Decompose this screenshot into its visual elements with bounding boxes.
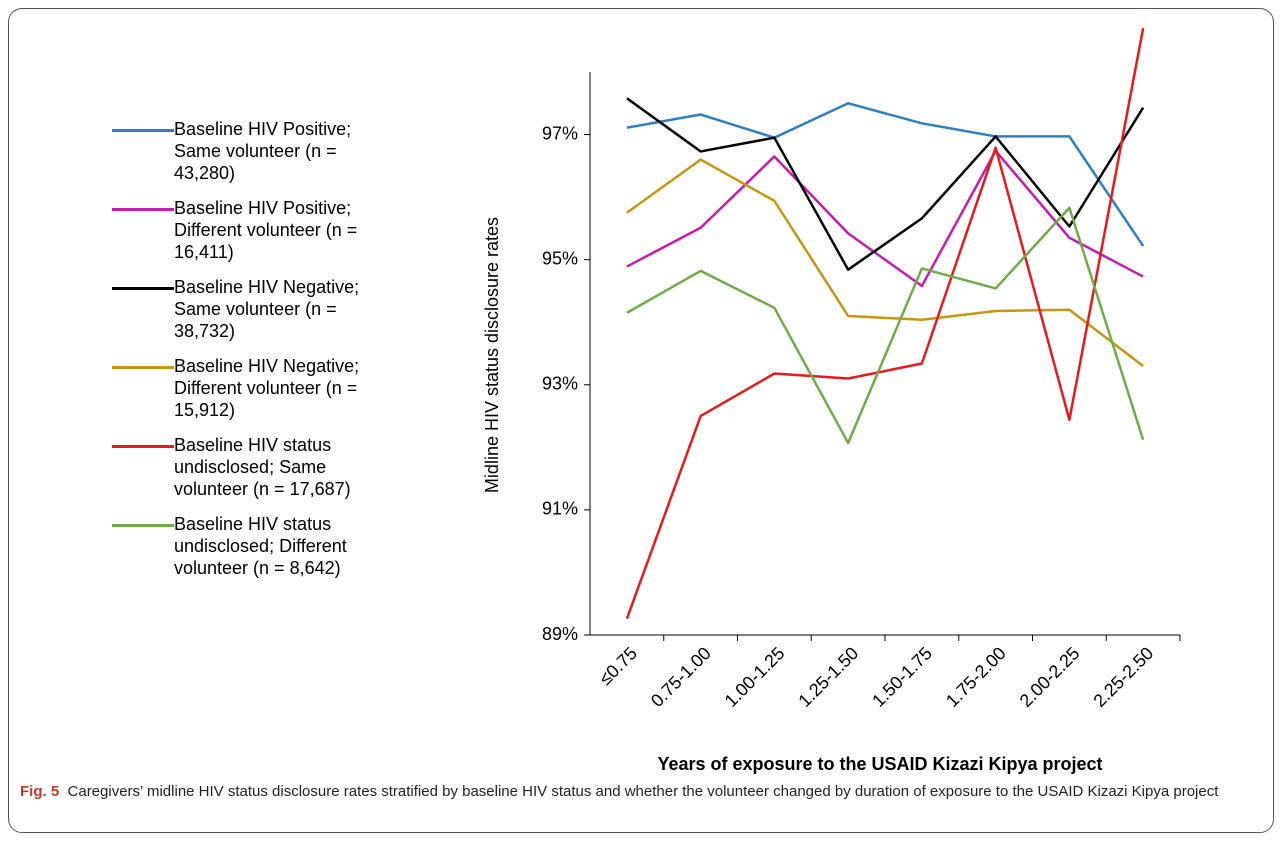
series-line: [626, 149, 1144, 288]
legend-swatch: [112, 208, 174, 211]
series-line: [626, 102, 1145, 247]
legend-label: Baseline HIV Negative; Different volunte…: [174, 356, 360, 420]
x-tick-label: 2.25-2.50: [1089, 643, 1157, 711]
x-tick-label: 1.50-1.75: [868, 643, 936, 711]
x-tick-label: ≤0.75: [595, 643, 641, 689]
legend-swatch: [112, 524, 174, 527]
caption-label: Fig. 5: [20, 783, 60, 800]
legend-label: Baseline HIV Positive; Same volunteer (n…: [174, 119, 352, 183]
y-tick-label: 89%: [542, 624, 578, 644]
legend-label: Baseline HIV status undisclosed; Same vo…: [174, 435, 351, 499]
caption-text: Caregivers’ midline HIV status disclosur…: [67, 783, 1219, 800]
x-tick-label: 1.75-2.00: [942, 643, 1010, 711]
frame: [8, 8, 1274, 833]
x-tick-label: 2.00-2.25: [1016, 643, 1084, 711]
series-line: [626, 97, 1145, 271]
legend-entry: Baseline HIV Positive; Same volunteer (n…: [112, 118, 412, 184]
legend-swatch: [112, 366, 174, 369]
x-axis-label: Years of exposure to the USAID Kizazi Ki…: [657, 754, 1102, 774]
y-tick-label: 97%: [542, 123, 578, 143]
legend: Baseline HIV Positive; Same volunteer (n…: [112, 118, 412, 579]
x-tick-label: 1.00-1.25: [721, 643, 789, 711]
legend-swatch: [112, 129, 174, 132]
legend-label: Baseline HIV status undisclosed; Differe…: [174, 514, 347, 578]
series-line: [625, 27, 1145, 620]
legend-swatch: [112, 287, 174, 290]
y-tick-label: 95%: [542, 248, 578, 268]
x-tick-label: 1.25-1.50: [794, 643, 862, 711]
caption: Fig. 5 Caregivers’ midline HIV status di…: [20, 781, 1260, 803]
legend-entry: Baseline HIV Positive; Different volunte…: [112, 197, 412, 263]
legend-entry: Baseline HIV Negative; Different volunte…: [112, 355, 412, 421]
legend-entry: Baseline HIV status undisclosed; Same vo…: [112, 434, 412, 500]
series-line: [626, 158, 1144, 368]
legend-label: Baseline HIV Negative; Same volunteer (n…: [174, 277, 360, 341]
y-tick-label: 91%: [542, 499, 578, 519]
legend-label: Baseline HIV Positive; Different volunte…: [174, 198, 358, 262]
y-axis-label: Midline HIV status disclosure rates: [482, 217, 502, 493]
series-line: [626, 206, 1145, 445]
legend-entry: Baseline HIV Negative; Same volunteer (n…: [112, 276, 412, 342]
x-tick-label: 0.75-1.00: [647, 643, 715, 711]
legend-entry: Baseline HIV status undisclosed; Differe…: [112, 513, 412, 579]
legend-swatch: [112, 445, 174, 448]
y-tick-label: 93%: [542, 374, 578, 394]
